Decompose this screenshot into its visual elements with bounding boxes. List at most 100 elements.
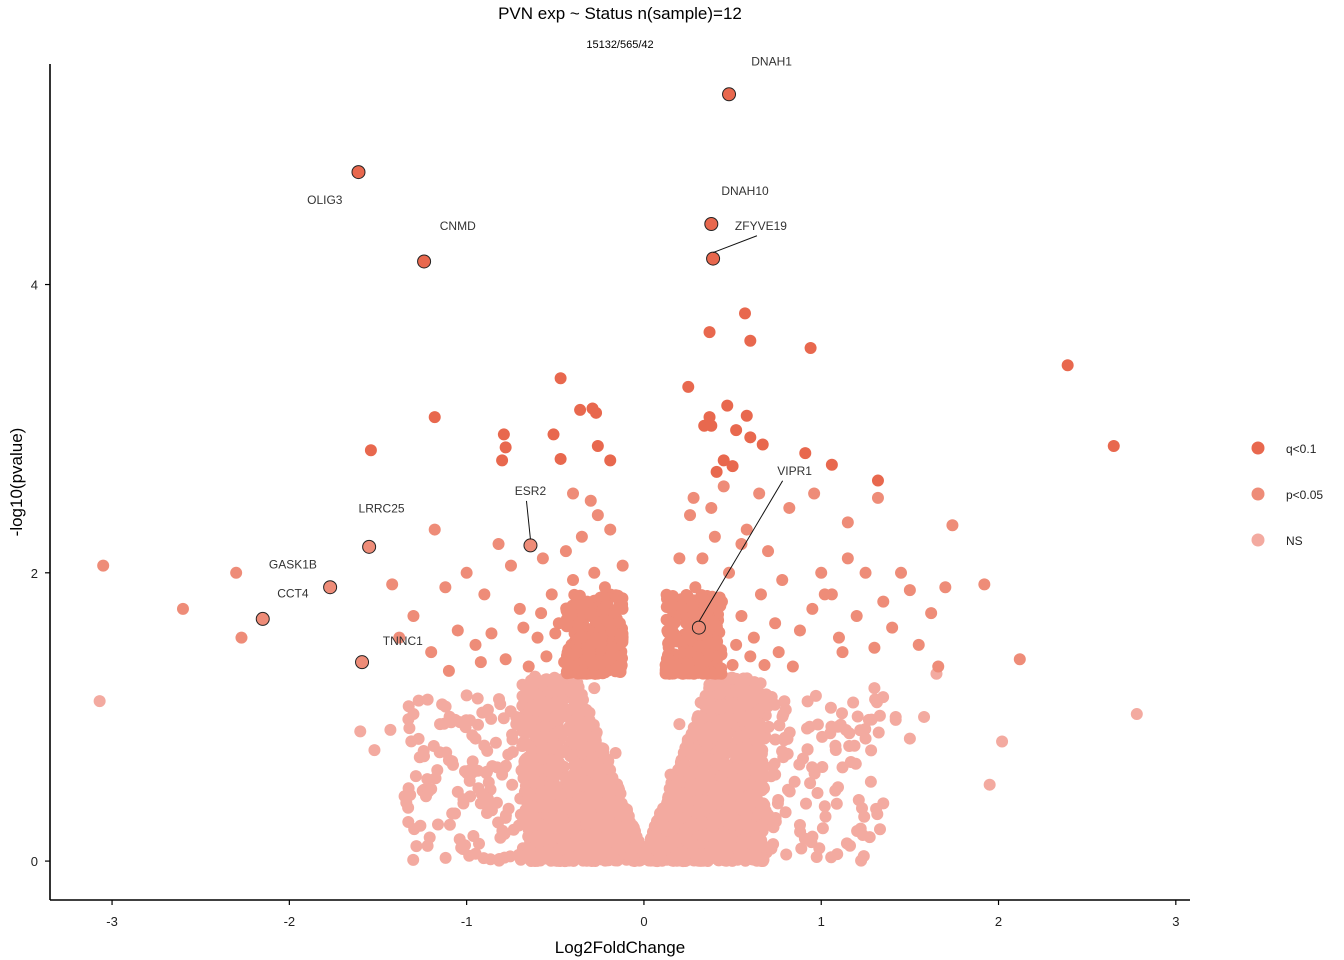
x-tick-label: 2: [995, 914, 1002, 929]
ns-point: [521, 726, 534, 739]
ns-point: [477, 852, 490, 865]
ns-point: [655, 819, 668, 832]
ns-point: [756, 693, 769, 706]
ns-point: [546, 730, 559, 743]
q-point: [799, 447, 812, 460]
ns-point: [660, 841, 673, 853]
ns-point: [579, 812, 592, 825]
ns-point: [692, 767, 705, 780]
p-point: [549, 627, 562, 640]
ns-point: [409, 770, 422, 783]
ns-point: [577, 775, 590, 788]
ns-point: [434, 718, 447, 731]
p-point: [552, 617, 565, 630]
ns-point: [745, 818, 758, 831]
ns-point: [469, 732, 482, 745]
q-point: [574, 403, 587, 416]
q-point: [744, 431, 757, 444]
p-point: [439, 581, 452, 594]
ns-point: [443, 818, 456, 831]
x-tick-label: -3: [106, 914, 118, 929]
ns-point: [705, 783, 718, 796]
p-point: [386, 578, 399, 591]
ns-point: [588, 682, 601, 695]
p-point: [393, 631, 406, 644]
ns-point: [859, 732, 872, 745]
ns-point: [557, 745, 570, 757]
ns-point: [427, 740, 440, 752]
ns-point: [405, 735, 418, 748]
p-point: [818, 588, 831, 601]
p-point: [600, 599, 613, 612]
ns-point: [772, 794, 785, 806]
labels-layer: DNAH1 OLIG3 DNAH10 CNMD ZFYVE19 VIPR1 ESR2 LRRC…: [255, 54, 812, 670]
ns-point: [596, 742, 609, 755]
ns-point: [825, 720, 838, 733]
ns-point: [574, 849, 587, 862]
ns-point: [818, 800, 831, 813]
p-point: [563, 610, 576, 623]
ns-point: [531, 830, 544, 843]
ns-point: [748, 676, 761, 689]
ns-point: [701, 765, 714, 778]
ns-point: [843, 740, 856, 752]
p-point: [946, 519, 959, 532]
p-point: [606, 641, 619, 654]
p-point: [708, 530, 721, 543]
ns-point: [779, 703, 792, 716]
ns-point: [801, 743, 814, 756]
ns-point: [677, 827, 690, 840]
p-point: [925, 607, 938, 620]
p-point: [97, 559, 110, 572]
ns-point: [862, 713, 875, 726]
q-point: [496, 454, 509, 467]
ns-point: [757, 853, 770, 866]
ns-point: [903, 732, 916, 745]
p-point: [235, 631, 248, 644]
ns-point: [783, 726, 796, 739]
ns-point: [737, 847, 750, 860]
ns-point: [407, 708, 420, 721]
ns-point: [765, 842, 778, 855]
q-point: [591, 439, 604, 452]
ns-point: [520, 752, 533, 765]
p-point: [772, 646, 785, 659]
ns-point: [516, 740, 529, 752]
ns-point: [840, 837, 853, 850]
ns-point: [730, 684, 743, 696]
ns-point: [859, 723, 872, 736]
ns-point: [767, 821, 780, 834]
ns-point: [576, 746, 588, 759]
p-point: [570, 646, 583, 659]
ns-point: [489, 736, 502, 749]
ns-point: [717, 723, 730, 736]
ns-point: [780, 848, 793, 861]
ns-point: [463, 714, 476, 727]
ns-point: [527, 800, 540, 813]
ns-point: [567, 725, 580, 738]
ns-point: [719, 757, 731, 770]
y-ticks: 0 2 4: [31, 278, 50, 869]
ns-point: [715, 770, 728, 782]
ns-point: [517, 812, 530, 825]
ns-point: [432, 818, 444, 831]
p-point: [684, 509, 697, 522]
p-point: [740, 523, 753, 536]
p-point: [545, 588, 558, 601]
ns-point: [506, 728, 519, 741]
p-point: [912, 638, 925, 651]
p-point: [676, 602, 689, 615]
ns-point: [750, 830, 763, 843]
q-point: [825, 458, 838, 471]
ns-point: [715, 782, 728, 795]
ns-point: [674, 812, 687, 824]
p-point: [575, 631, 588, 644]
ns-point: [481, 703, 494, 716]
p-point: [806, 602, 819, 615]
p-point: [584, 494, 597, 507]
gene-label: GASK1B: [269, 557, 317, 571]
p-point: [754, 588, 767, 601]
ns-point: [580, 704, 593, 716]
ns-point: [556, 811, 569, 824]
p-point: [595, 631, 608, 644]
